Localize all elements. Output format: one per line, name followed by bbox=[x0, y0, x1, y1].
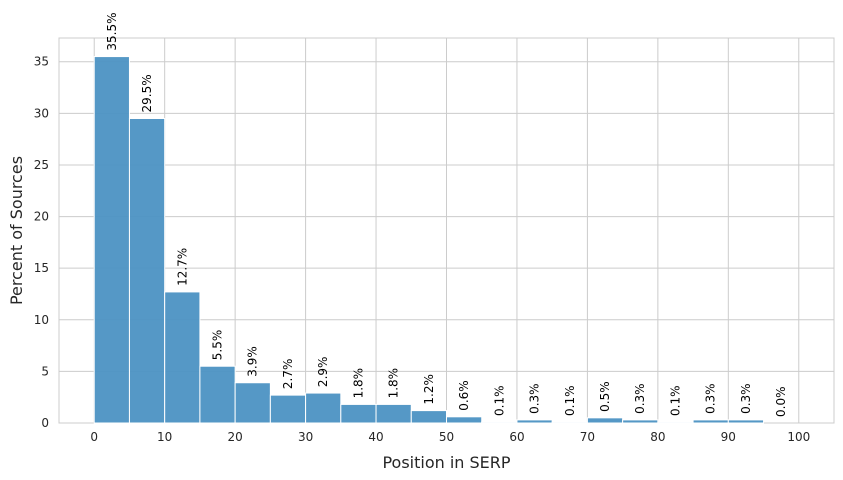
bar-value-label: 1.2% bbox=[422, 374, 436, 405]
histogram-bar bbox=[516, 419, 553, 424]
x-tick-label: 30 bbox=[298, 430, 313, 444]
histogram-bar bbox=[164, 291, 201, 424]
histogram-bar bbox=[657, 421, 694, 424]
x-tick-label: 20 bbox=[227, 430, 242, 444]
bar-value-label: 1.8% bbox=[351, 368, 365, 399]
bar-value-label: 29.5% bbox=[140, 74, 154, 112]
histogram-bar bbox=[340, 403, 377, 424]
histogram-bar bbox=[410, 410, 448, 424]
histogram-bar bbox=[305, 392, 342, 424]
x-tick-label: 50 bbox=[439, 430, 454, 444]
bar-value-label: 35.5% bbox=[105, 12, 119, 50]
bar-value-label: 0.1% bbox=[563, 385, 577, 416]
bar-value-label: 0.1% bbox=[668, 385, 682, 416]
y-axis-ticks: 0 5 10 15 20 25 30 35 bbox=[34, 55, 49, 430]
x-tick-label: 80 bbox=[650, 430, 665, 444]
bar-value-label: 2.7% bbox=[281, 359, 295, 390]
x-axis-ticks: 0 10 20 30 40 50 60 70 80 90 100 bbox=[90, 430, 810, 444]
x-tick-label: 90 bbox=[721, 430, 736, 444]
bar-value-label: 0.3% bbox=[528, 383, 542, 414]
bar-value-label: 12.7% bbox=[175, 248, 189, 286]
bar-value-label: 0.0% bbox=[774, 387, 788, 418]
bar-labels: 35.5% 29.5% 12.7% 5.5% 3.9% 2.7% 2.9% 1.8% 1.8% 1… bbox=[105, 12, 788, 417]
bar-value-label: 5.5% bbox=[211, 330, 225, 361]
bar-value-label: 0.5% bbox=[598, 381, 612, 412]
histogram-bar bbox=[199, 365, 236, 424]
x-tick-label: 70 bbox=[580, 430, 595, 444]
histogram-bar bbox=[128, 118, 166, 424]
bar-value-label: 0.6% bbox=[457, 380, 471, 411]
bar-value-label: 0.3% bbox=[704, 383, 718, 414]
x-tick-label: 100 bbox=[787, 430, 810, 444]
x-tick-label: 40 bbox=[368, 430, 383, 444]
histogram-bar bbox=[269, 394, 307, 424]
x-tick-label: 0 bbox=[90, 430, 98, 444]
bar-value-label: 2.9% bbox=[316, 357, 330, 388]
histogram-bar bbox=[375, 403, 412, 424]
y-tick-label: 5 bbox=[41, 364, 49, 378]
bar-value-label: 0.1% bbox=[492, 385, 506, 416]
y-axis-title: Percent of Sources bbox=[7, 156, 26, 305]
histogram-bar bbox=[446, 416, 483, 424]
x-tick-label: 10 bbox=[157, 430, 172, 444]
histogram-bar bbox=[727, 419, 765, 424]
bar-value-label: 0.3% bbox=[633, 383, 647, 414]
bar-value-label: 1.8% bbox=[387, 368, 401, 399]
y-tick-label: 35 bbox=[34, 55, 49, 69]
histogram-bar bbox=[692, 419, 729, 424]
histogram-bar bbox=[234, 382, 271, 424]
y-tick-label: 30 bbox=[34, 106, 49, 120]
y-tick-label: 15 bbox=[34, 261, 49, 275]
histogram-bar bbox=[481, 421, 518, 424]
bar-value-label: 3.9% bbox=[246, 346, 260, 377]
y-tick-label: 25 bbox=[34, 158, 49, 172]
x-tick-label: 60 bbox=[509, 430, 524, 444]
histogram-bar bbox=[93, 56, 130, 424]
y-tick-label: 10 bbox=[34, 313, 49, 327]
y-tick-label: 0 bbox=[41, 416, 49, 430]
histogram-bar bbox=[586, 417, 624, 424]
x-axis-title: Position in SERP bbox=[382, 453, 510, 472]
bar-value-label: 0.3% bbox=[739, 383, 753, 414]
histogram-bar bbox=[551, 421, 588, 424]
y-tick-label: 20 bbox=[34, 210, 49, 224]
bars bbox=[93, 56, 765, 424]
histogram-bar bbox=[622, 419, 659, 424]
